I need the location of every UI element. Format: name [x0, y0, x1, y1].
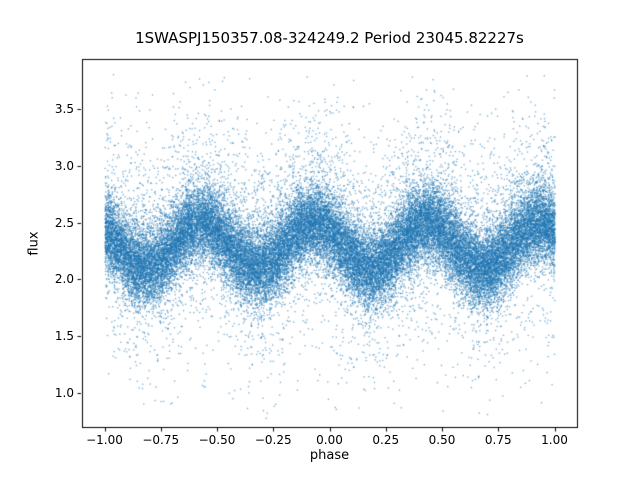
- x-tick-label: 0.25: [372, 433, 400, 447]
- x-tick-label: 0.75: [484, 433, 512, 447]
- x-tick-label: −0.50: [198, 433, 236, 447]
- x-tick-label: −0.75: [142, 433, 180, 447]
- x-axis-label: phase: [309, 448, 350, 463]
- x-tick-label: −1.00: [86, 433, 123, 447]
- x-tick-label: −0.25: [254, 433, 292, 447]
- y-tick-label: 2.0: [54, 272, 74, 287]
- x-tick-label: 1.00: [541, 433, 568, 447]
- y-tick-label: 3.0: [54, 158, 74, 173]
- y-tick-label: 3.5: [54, 101, 74, 116]
- x-tick-label: 0.50: [428, 433, 456, 447]
- y-tick-label: 1.0: [54, 385, 74, 400]
- y-tick-label: 2.5: [54, 215, 74, 230]
- x-tick-label: 0.00: [316, 433, 343, 447]
- chart-title: 1SWASPJ150357.08-324249.2 Period 23045.8…: [135, 29, 524, 47]
- y-tick-label: 1.5: [54, 329, 74, 344]
